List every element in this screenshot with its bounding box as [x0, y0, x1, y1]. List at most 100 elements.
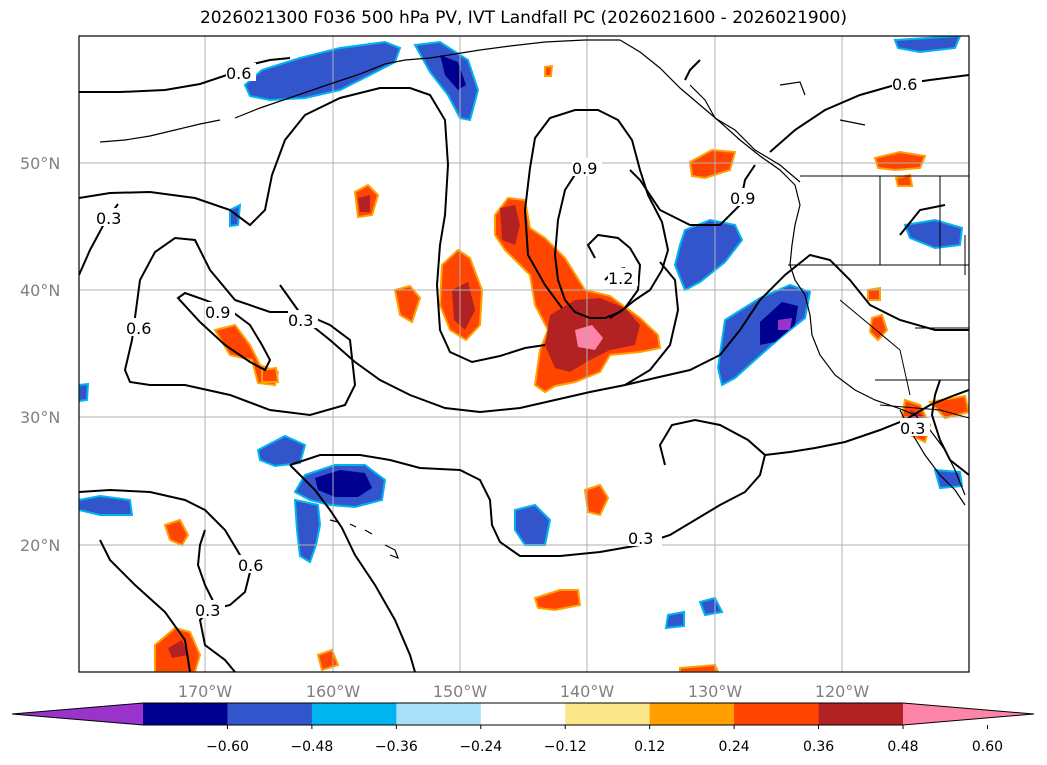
- neg-patch: [293, 498, 322, 564]
- neg-patch: [413, 40, 480, 122]
- colorbar-bin: [480, 703, 566, 725]
- colorbar-bin: [903, 703, 1034, 725]
- pos-patch: [679, 663, 720, 672]
- pos-patch: [533, 589, 582, 612]
- contour-label: 1.2: [608, 269, 633, 288]
- contour-line: [624, 253, 969, 386]
- contour-label: 0.9: [205, 303, 230, 322]
- mexico-border: [879, 404, 969, 419]
- colorbar-bin: [12, 703, 143, 725]
- contour-label: 0.6: [238, 556, 263, 575]
- pos-patch: [261, 366, 280, 383]
- colorbar-bins: [12, 703, 1034, 725]
- contour-line: [586, 233, 642, 319]
- colorbar-bin: [143, 703, 228, 725]
- colorbar-bin: [565, 703, 651, 725]
- contour-line: [79, 87, 450, 246]
- aleutian-islands: [99, 119, 221, 143]
- colorbar: −0.60 −0.48 −0.36 −0.24 −0.12 0.12 0.24 0.36 0.4…: [11, 702, 1035, 755]
- pos-patch: [358, 195, 370, 212]
- lat-label: 30°N: [20, 408, 60, 427]
- bc-coast: [689, 84, 801, 183]
- pos-patch: [583, 483, 610, 517]
- contour-label: 0.6: [892, 75, 917, 94]
- colorbar-bin: [818, 703, 904, 725]
- latitude-labels: 50°N 40°N 30°N 20°N: [20, 154, 60, 555]
- contour-label: 0.6: [226, 64, 251, 83]
- contour-label: 0.3: [628, 529, 653, 548]
- contour-line: [769, 74, 969, 153]
- lon-label: 150°W: [433, 682, 488, 701]
- map-title: 2026021300 F036 500 hPa PV, IVT Landfall…: [199, 8, 847, 28]
- neg-patch: [664, 610, 685, 630]
- lat-label: 50°N: [20, 154, 60, 173]
- contour-line: [435, 244, 546, 364]
- colorbar-tick-label: 0.12: [634, 739, 665, 755]
- contour-line: [196, 529, 216, 606]
- longitude-labels: 170°W 160°W 150°W 140°W 130°W 120°W: [178, 682, 870, 701]
- colorbar-bin: [311, 703, 397, 725]
- neg-patch: [243, 40, 402, 102]
- contour-labels: 0.6 0.3 0.6 0.9 0.3 0.9 1.2 0.9 0.6 0.3 …: [96, 63, 930, 620]
- neg-patch: [315, 470, 372, 497]
- colorbar-tick-label: 0.24: [719, 739, 750, 755]
- pos-patch: [168, 640, 188, 658]
- negative-anomaly-patches: [79, 36, 964, 630]
- contour-label: 0.3: [96, 209, 121, 228]
- neg-patch: [514, 503, 552, 546]
- colorbar-ticks: −0.60 −0.48 −0.36 −0.24 −0.12 0.12 0.24 0.36 0.4…: [206, 725, 1003, 755]
- contour-line: [899, 204, 946, 236]
- colorbar-tick-label: 0.48: [887, 739, 918, 755]
- neg-patch: [778, 318, 792, 330]
- lon-label: 160°W: [306, 682, 361, 701]
- contour-line: [176, 291, 272, 372]
- contour-line: [99, 539, 191, 672]
- neg-patch: [673, 218, 744, 292]
- neg-patch: [903, 218, 964, 250]
- contour-line: [529, 109, 670, 319]
- gridlines: [79, 36, 969, 672]
- pos-patch: [500, 205, 520, 245]
- colorbar-bin: [734, 703, 820, 725]
- contour-label: 0.6: [126, 319, 151, 338]
- contour-line: [684, 59, 701, 81]
- pos-patch: [316, 648, 340, 672]
- pos-patch: [894, 173, 914, 187]
- contour-line: [629, 164, 756, 226]
- contour-label: 0.9: [730, 189, 755, 208]
- neg-patch: [933, 468, 964, 490]
- pos-patch: [575, 325, 603, 350]
- contour-label: 0.3: [195, 601, 220, 620]
- pos-patch: [393, 284, 422, 324]
- colorbar-bin: [396, 703, 482, 725]
- map-frame: [78, 35, 970, 673]
- pos-patch: [873, 150, 927, 172]
- coastlines: [99, 39, 966, 560]
- contour-label: 0.3: [900, 419, 925, 438]
- pos-patch: [544, 64, 554, 77]
- alaska-panhandle: [619, 39, 801, 206]
- pc-contours: [79, 57, 969, 672]
- neg-patch: [893, 36, 962, 54]
- political-boundaries: [788, 175, 969, 419]
- positive-anomaly-patches: [154, 64, 969, 672]
- hawaiian-islands: [329, 519, 400, 560]
- neg-patch: [79, 382, 90, 403]
- us-state-line: [839, 299, 911, 396]
- neg-patch: [256, 434, 307, 468]
- colorbar-tick-label: 0.36: [803, 739, 834, 755]
- lat-label: 20°N: [20, 536, 60, 555]
- pos-patch: [927, 394, 969, 420]
- colorbar-outline: [11, 702, 1035, 726]
- lon-label: 140°W: [560, 682, 615, 701]
- colorbar-tick-label: −0.60: [206, 739, 249, 755]
- contour-line: [289, 464, 416, 672]
- contour-line: [764, 389, 969, 456]
- contour-line: [279, 261, 680, 414]
- colorbar-bin: [227, 703, 313, 725]
- contour-line: [523, 167, 563, 309]
- sea-of-okhotsk-coast: [779, 81, 866, 126]
- pos-patch: [163, 518, 190, 547]
- lon-label: 120°W: [815, 682, 870, 701]
